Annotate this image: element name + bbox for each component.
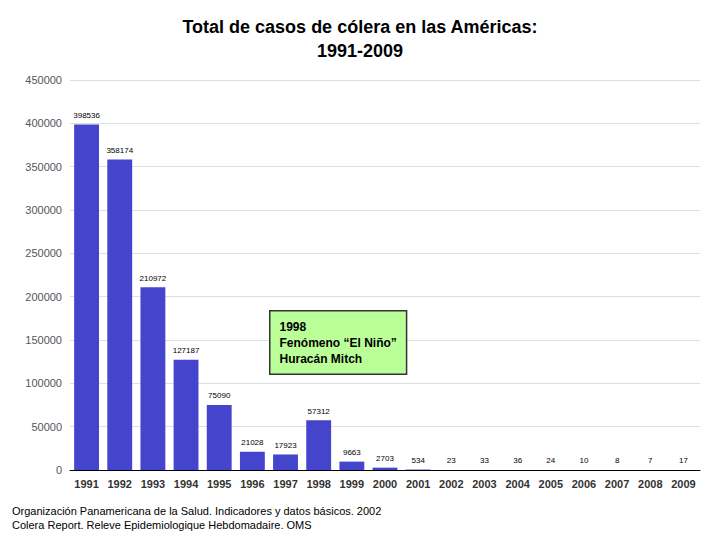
svg-text:1998: 1998 xyxy=(306,478,330,490)
svg-text:300000: 300000 xyxy=(25,204,62,216)
svg-text:33: 33 xyxy=(480,456,489,465)
svg-text:23: 23 xyxy=(447,456,456,465)
svg-text:Colera Report. Releve Epidemio: Colera Report. Releve Epidemiologique He… xyxy=(12,519,312,531)
svg-text:2003: 2003 xyxy=(472,478,496,490)
svg-text:250000: 250000 xyxy=(25,247,62,259)
svg-text:2004: 2004 xyxy=(505,478,530,490)
svg-text:1997: 1997 xyxy=(273,478,297,490)
svg-text:1993: 1993 xyxy=(141,478,165,490)
svg-text:1996: 1996 xyxy=(240,478,264,490)
svg-text:10: 10 xyxy=(579,456,588,465)
svg-text:210972: 210972 xyxy=(140,274,167,283)
svg-text:57312: 57312 xyxy=(308,407,331,416)
svg-text:Huracán Mitch: Huracán Mitch xyxy=(280,352,363,366)
svg-text:1999: 1999 xyxy=(340,478,364,490)
svg-text:17: 17 xyxy=(679,456,688,465)
svg-text:17923: 17923 xyxy=(274,441,297,450)
svg-text:Total de casos de cólera en la: Total de casos de cólera en las Américas… xyxy=(182,17,537,37)
svg-text:7: 7 xyxy=(648,456,653,465)
svg-text:1992: 1992 xyxy=(107,478,131,490)
svg-text:50000: 50000 xyxy=(31,421,62,433)
svg-text:2008: 2008 xyxy=(638,478,662,490)
svg-text:127187: 127187 xyxy=(173,346,200,355)
svg-text:2000: 2000 xyxy=(373,478,397,490)
svg-text:2001: 2001 xyxy=(406,478,430,490)
svg-text:2002: 2002 xyxy=(439,478,463,490)
svg-text:1991: 1991 xyxy=(74,478,98,490)
svg-text:350000: 350000 xyxy=(25,161,62,173)
svg-text:1994: 1994 xyxy=(174,478,199,490)
svg-text:534: 534 xyxy=(411,456,425,465)
svg-text:450000: 450000 xyxy=(25,74,62,86)
svg-text:8: 8 xyxy=(615,456,620,465)
svg-text:358174: 358174 xyxy=(106,146,133,155)
svg-text:36: 36 xyxy=(513,456,522,465)
svg-text:200000: 200000 xyxy=(25,291,62,303)
svg-text:2005: 2005 xyxy=(539,478,563,490)
svg-text:Organización Panamericana de l: Organización Panamericana de la Salud. I… xyxy=(12,505,381,517)
svg-text:0: 0 xyxy=(56,464,62,476)
svg-text:Fenómeno “El Niño”: Fenómeno “El Niño” xyxy=(280,336,397,350)
svg-text:100000: 100000 xyxy=(25,377,62,389)
svg-text:2703: 2703 xyxy=(376,454,394,463)
svg-text:24: 24 xyxy=(546,456,555,465)
svg-text:2007: 2007 xyxy=(605,478,629,490)
svg-text:150000: 150000 xyxy=(25,334,62,346)
svg-text:1991-2009: 1991-2009 xyxy=(317,41,403,61)
svg-text:2006: 2006 xyxy=(572,478,596,490)
svg-text:9663: 9663 xyxy=(343,448,361,457)
svg-text:21028: 21028 xyxy=(241,438,264,447)
svg-text:400000: 400000 xyxy=(25,117,62,129)
svg-text:398536: 398536 xyxy=(73,111,100,120)
svg-text:2009: 2009 xyxy=(671,478,695,490)
svg-text:75090: 75090 xyxy=(208,391,231,400)
svg-text:1995: 1995 xyxy=(207,478,231,490)
svg-text:1998: 1998 xyxy=(280,320,307,334)
